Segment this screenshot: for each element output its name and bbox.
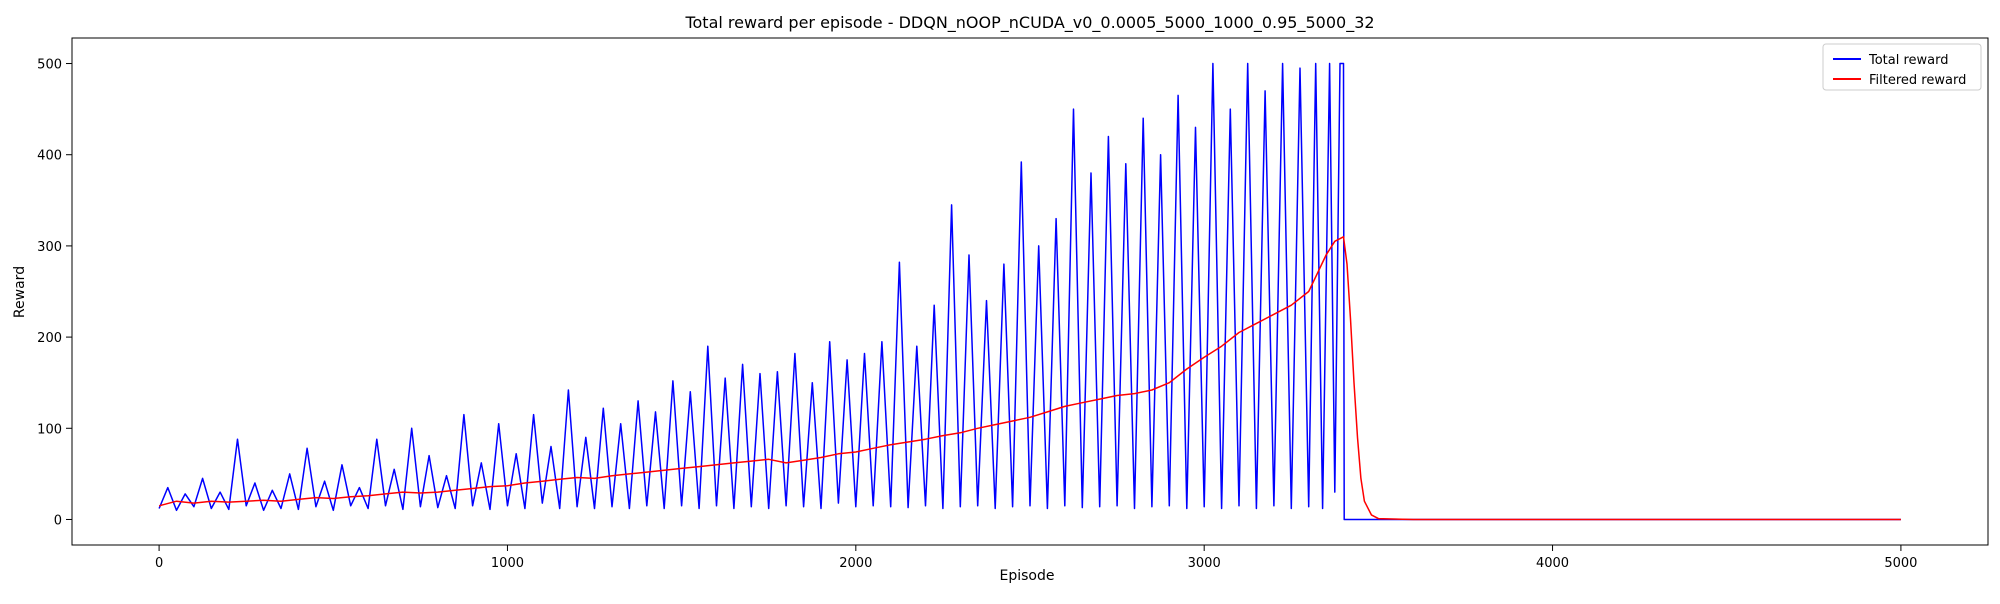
x-tick-label: 0 <box>155 556 163 571</box>
series-line-filtered-reward <box>158 236 1901 521</box>
x-tick-label: 4000 <box>1536 556 1569 571</box>
x-tick-label: 5000 <box>1884 556 1917 571</box>
legend-label: Total reward <box>1868 53 1949 68</box>
y-tick-label: 100 <box>37 422 62 437</box>
legend: Total reward Filtered reward <box>1822 43 1982 91</box>
legend-label: Filtered reward <box>1869 73 1966 88</box>
x-axis-label: Episode <box>1000 568 1055 584</box>
axis-layer: 0 1000 2000 3000 4000 5000 0 100 200 300 400 500 <box>37 58 1917 571</box>
y-tick-label: 200 <box>37 331 62 346</box>
plot-frame <box>71 37 1989 546</box>
y-tick-label: 500 <box>37 58 62 73</box>
y-tick-label: 400 <box>37 149 62 164</box>
chart-title: Total reward per episode - DDQN_nOOP_nCU… <box>684 13 1374 33</box>
y-axis-label: Reward <box>12 266 28 318</box>
x-tick-label: 1000 <box>491 556 524 571</box>
plot-layer <box>158 62 1901 521</box>
series-line-total-reward <box>158 62 1901 521</box>
y-tick-label: 300 <box>37 240 62 255</box>
x-tick-label: 2000 <box>839 556 872 571</box>
y-tick-label: 0 <box>54 513 62 528</box>
legend-box <box>1822 43 1982 91</box>
x-tick-label: 3000 <box>1188 556 1221 571</box>
